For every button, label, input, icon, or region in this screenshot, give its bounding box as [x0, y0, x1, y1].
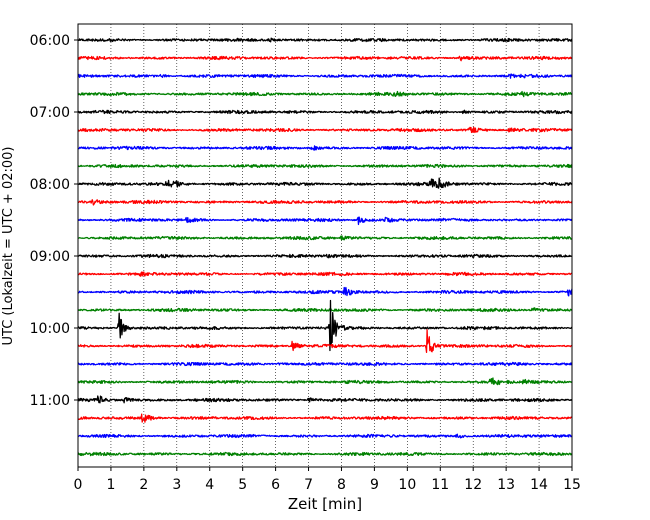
- trace-line: [77, 216, 573, 226]
- grid-lines: [110, 24, 540, 467]
- trace-line: [77, 163, 573, 169]
- trace-line: [77, 413, 573, 423]
- y-tick-label: 10:00: [30, 321, 70, 337]
- x-axis-title: Zeit [min]: [288, 495, 362, 513]
- trace-line: [77, 126, 573, 134]
- x-tick-label: 14: [530, 477, 548, 493]
- y-tick-label: 07:00: [30, 105, 70, 121]
- y-axis-title: UTC (Lokalzeit = UTC + 02:00): [1, 147, 16, 346]
- trace-line: [77, 199, 573, 206]
- trace-line: [77, 329, 573, 354]
- trace-line: [77, 55, 573, 62]
- x-tick-label: 13: [497, 477, 515, 493]
- x-tick-label: 15: [563, 477, 581, 493]
- trace-line: [77, 395, 573, 404]
- x-tick-label: 3: [172, 477, 181, 493]
- trace-line: [77, 433, 573, 439]
- x-tick-label: 10: [398, 477, 416, 493]
- trace-lines: [77, 37, 573, 457]
- x-tick-label: 4: [205, 477, 214, 493]
- trace-line: [77, 90, 573, 98]
- x-tick-label: 5: [238, 477, 247, 493]
- trace-line: [77, 73, 573, 79]
- trace-line: [77, 361, 573, 367]
- trace-line: [77, 286, 573, 297]
- x-tick-label: 9: [370, 477, 379, 493]
- x-tick-label: 2: [139, 477, 148, 493]
- trace-line: [77, 37, 573, 43]
- trace-line: [77, 271, 573, 277]
- y-tick-label: 06:00: [30, 33, 70, 49]
- x-tick-label: 1: [106, 477, 115, 493]
- y-tick-label: 09:00: [30, 249, 70, 265]
- x-tick-label: 8: [337, 477, 346, 493]
- x-tick-label: 7: [304, 477, 313, 493]
- trace-line: [77, 377, 573, 386]
- y-axis: 06:00 07:00 08:00 09:00 10:00 11:00: [30, 33, 78, 409]
- trace-line: [77, 299, 573, 352]
- trace-line: [77, 253, 573, 259]
- trace-line: [77, 177, 573, 189]
- plot-area: [78, 24, 572, 467]
- trace-line: [77, 145, 573, 151]
- x-tick-label: 12: [464, 477, 482, 493]
- trace-line: [77, 235, 573, 241]
- y-tick-label: 08:00: [30, 177, 70, 193]
- y-tick-label: 11:00: [30, 393, 70, 409]
- x-tick-label: 6: [271, 477, 280, 493]
- x-tick-label: 11: [431, 477, 449, 493]
- plot-frame: [77, 23, 573, 468]
- trace-line: [77, 307, 573, 313]
- x-tick-label: 0: [74, 477, 83, 493]
- trace-line: [77, 451, 573, 457]
- trace-line: [77, 109, 573, 115]
- x-axis: 0 1 2 3 4 5 6 7 8 9 10 11 12 13 14 15: [74, 467, 581, 493]
